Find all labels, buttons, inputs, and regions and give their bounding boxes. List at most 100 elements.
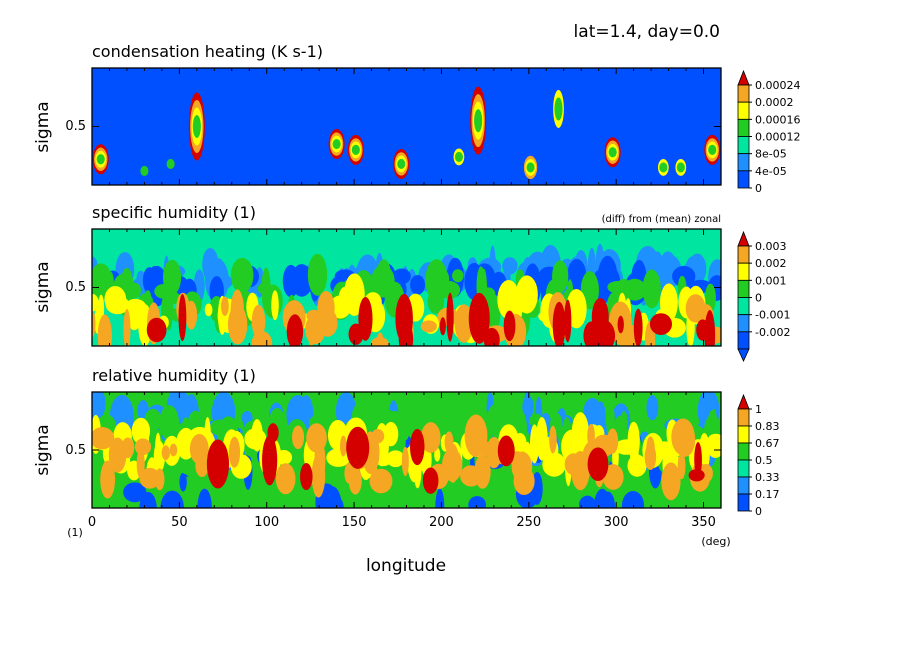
heating-blob	[397, 158, 406, 170]
field-contour	[595, 264, 616, 303]
field-contour	[694, 441, 702, 478]
colorbar-label: 0.5	[755, 454, 773, 467]
field-contour	[600, 491, 616, 508]
panel-1-ytick: 0.5	[65, 119, 86, 134]
heating-blob	[676, 162, 685, 173]
field-contour	[139, 467, 161, 489]
colorbar-label: 0.003	[755, 240, 787, 253]
x-axis-label: longitude	[366, 556, 446, 576]
field-contour	[707, 439, 721, 458]
field-contour	[204, 303, 213, 317]
field-contour	[262, 435, 278, 486]
relative-humidity-colorbar: 1 0.83 0.67 0.5 0.33 0.17 0	[737, 393, 780, 518]
field-contour	[155, 468, 165, 491]
field-contour	[179, 472, 187, 492]
heating-blob	[140, 165, 149, 177]
colorbar-segment	[737, 331, 750, 350]
colorbar-segment	[737, 84, 750, 103]
field-contour	[522, 395, 534, 418]
colorbar-segment	[737, 297, 750, 316]
field-contour	[275, 449, 293, 465]
x-tick-label: 100	[254, 515, 279, 530]
heating-blob	[708, 144, 717, 155]
field-contour	[671, 418, 695, 456]
field-contour	[452, 269, 464, 283]
field-contour	[422, 467, 439, 494]
field-contour	[497, 279, 520, 320]
field-contour	[549, 425, 557, 454]
colorbar-segment	[737, 170, 750, 189]
field-contour	[468, 292, 490, 344]
colorbar-label: 0.00016	[755, 113, 801, 126]
field-contour	[460, 465, 483, 487]
field-contour	[108, 437, 127, 473]
colorbar-segment	[737, 262, 750, 281]
colorbar-label: 4e-05	[755, 165, 787, 178]
colorbar-label: 0.002	[755, 257, 787, 270]
colorbar-label: 0.00024	[755, 79, 801, 92]
field-contour	[159, 405, 180, 441]
field-contour	[552, 260, 569, 293]
colorbar-label: 0	[755, 292, 762, 305]
heating-blob	[526, 162, 535, 173]
panel-2-title: specific humidity (1)	[92, 203, 256, 222]
field-contour	[227, 304, 248, 345]
colorbar-segment	[737, 442, 750, 461]
field-contour	[97, 314, 112, 346]
field-contour	[497, 435, 515, 467]
colorbar-segment	[737, 476, 750, 495]
field-contour	[392, 268, 411, 285]
field-contour	[401, 446, 409, 477]
field-contour	[123, 482, 147, 503]
field-contour	[348, 466, 362, 495]
colorbar-segment	[737, 314, 750, 333]
field-contour	[425, 259, 448, 301]
field-contour	[92, 310, 96, 338]
colorbar-label: -0.001	[755, 309, 790, 322]
field-contour	[197, 488, 212, 508]
field-contour	[661, 462, 681, 501]
colorbar-label: 0.67	[755, 437, 780, 450]
field-contour	[659, 283, 678, 323]
field-contour	[292, 425, 305, 450]
colorbar-label: 0.001	[755, 274, 787, 287]
field-contour	[376, 332, 384, 346]
field-contour	[92, 392, 106, 421]
panel-3-ytick: 0.5	[65, 443, 86, 458]
field-contour	[376, 259, 391, 289]
field-contour	[209, 419, 231, 436]
field-contour	[607, 280, 628, 294]
colorbar-arrow-top	[737, 230, 750, 247]
heating-blob	[166, 158, 175, 170]
heating-blob	[192, 114, 201, 139]
relative-humidity-plot	[91, 391, 722, 509]
field-contour	[468, 496, 487, 508]
field-contour	[305, 315, 326, 345]
colorbar-segment	[737, 493, 750, 512]
colorbar-segment	[737, 279, 750, 298]
field-contour	[464, 414, 488, 458]
field-contour	[420, 320, 437, 333]
field-contour	[579, 495, 596, 508]
field-contour	[646, 444, 654, 458]
panel-1-title: condensation heating (K s-1)	[92, 42, 323, 61]
panel-3-title: relative humidity (1)	[92, 366, 256, 385]
field-contour	[409, 428, 425, 466]
field-contour	[592, 319, 616, 346]
field-contour	[241, 410, 253, 425]
heating-blob	[96, 154, 105, 165]
field-contour	[633, 308, 643, 346]
field-contour	[444, 431, 454, 453]
field-contour	[271, 290, 279, 321]
field-contour	[587, 423, 595, 448]
specific-humidity-plot	[91, 228, 722, 347]
field-contour	[251, 304, 266, 339]
field-contour	[618, 323, 638, 346]
field-contour	[439, 317, 446, 336]
field-contour	[221, 296, 229, 317]
x-tick-label: 50	[171, 515, 188, 530]
field-contour	[371, 429, 385, 444]
colorbar-segment	[737, 459, 750, 478]
field-contour	[571, 450, 590, 491]
field-contour	[395, 293, 413, 344]
